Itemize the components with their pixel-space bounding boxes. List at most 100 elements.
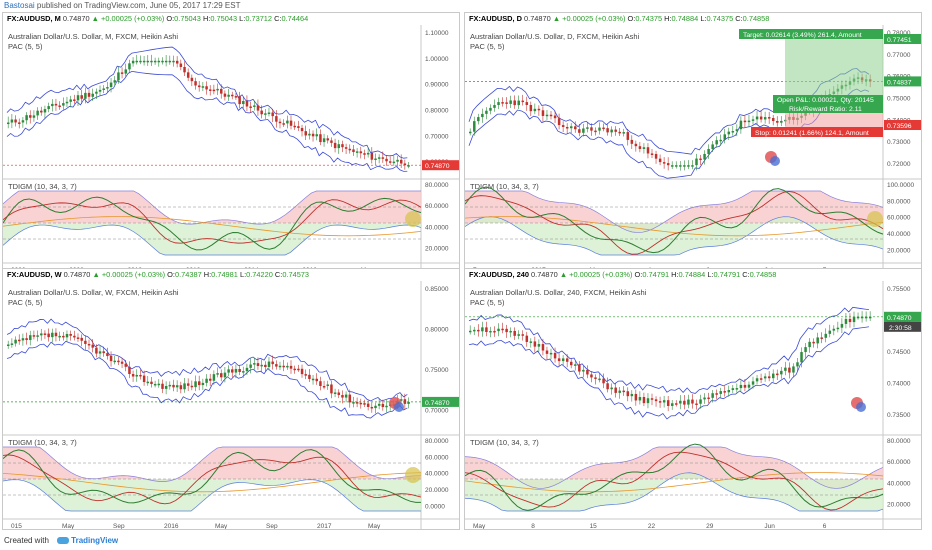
candle-body — [260, 110, 263, 115]
candle-body — [864, 316, 868, 319]
candle-body — [80, 337, 83, 341]
chart-panel-weekly[interactable]: FX:AUDUSD, W 0.74870 ▲ +0.00025 (+0.03%)… — [2, 268, 460, 530]
candle-body — [671, 165, 674, 167]
candle-body — [308, 374, 311, 379]
price-tag: 0.74837 — [887, 79, 912, 86]
candle-body — [381, 403, 385, 408]
pac-label: PAC (5, 5) — [470, 42, 505, 51]
candle-body — [304, 131, 307, 136]
candle-body — [723, 391, 727, 393]
candle-body — [565, 126, 569, 129]
osc-upper-band — [465, 446, 884, 489]
candle-body — [658, 401, 662, 403]
candle-body — [311, 378, 315, 381]
tradingview-brand[interactable]: TradingView — [71, 536, 119, 545]
candle-body — [249, 364, 252, 368]
chart-panel-monthly[interactable]: FX:AUDUSD, M 0.74870 ▲ +0.00025 (+0.03%)… — [2, 12, 460, 274]
candle-body — [289, 365, 293, 369]
symbol-header: FX:AUDUSD, W 0.74870 ▲ +0.00025 (+0.03%)… — [3, 269, 459, 281]
candle-body — [602, 127, 605, 130]
candle-body — [355, 402, 359, 404]
candle-body — [707, 397, 710, 400]
candle-body — [711, 144, 714, 149]
candle-body — [377, 157, 381, 159]
candle-body — [242, 371, 245, 373]
candle-body — [626, 132, 630, 140]
footer: Created with TradingView — [0, 532, 932, 550]
chart-panel-240[interactable]: FX:AUDUSD, 240 0.74870 ▲ +0.00025 (+0.03… — [464, 268, 922, 530]
candle-body — [493, 105, 496, 108]
chart-canvas[interactable]: Australian Dollar/U.S. Dollar, M, FXCM, … — [3, 13, 460, 274]
candle-body — [282, 365, 285, 368]
high-value: 0.74884 — [671, 14, 699, 23]
candle-body — [695, 158, 698, 166]
candle-body — [521, 334, 525, 336]
candle-body — [139, 374, 142, 377]
osc-tick: 0.0000 — [425, 503, 445, 510]
candle-body — [751, 119, 755, 121]
candle-body — [366, 403, 370, 407]
candle-body — [407, 401, 410, 404]
candle-body — [205, 86, 208, 90]
candle-body — [683, 400, 686, 405]
candle-body — [699, 399, 702, 404]
candle-body — [341, 144, 344, 148]
candle-body — [308, 133, 311, 136]
time-tick: May — [473, 523, 486, 530]
osc-red-line — [465, 191, 884, 255]
candle-body — [767, 376, 771, 379]
chart-canvas[interactable]: Australian Dollar/U.S. Dollar, 240, FXCM… — [465, 269, 922, 530]
high-value: 0.74981 — [211, 270, 238, 279]
candle-body — [131, 60, 135, 64]
candle-body — [212, 374, 216, 381]
candle-body — [497, 328, 500, 332]
target-price-bg — [884, 34, 921, 44]
candle-body — [396, 159, 399, 162]
candle-body — [333, 392, 337, 394]
price-tick: 0.70000 — [425, 408, 449, 415]
candle-body — [348, 148, 352, 151]
candle-body — [513, 100, 516, 106]
candle-body — [275, 116, 278, 122]
osc-band-red — [3, 447, 421, 482]
candle-body — [529, 104, 533, 112]
candle-body — [293, 125, 296, 128]
candle-body — [73, 335, 76, 338]
candle-body — [727, 390, 731, 393]
candle-body — [113, 360, 117, 363]
osc-signal-line — [465, 472, 884, 493]
chart-title: Australian Dollar/U.S. Dollar, M, FXCM, … — [8, 32, 178, 41]
candle-body — [186, 383, 190, 386]
candle-body — [153, 60, 157, 63]
candle-body — [231, 369, 234, 373]
chart-panel-daily[interactable]: FX:AUDUSD, D 0.74870 ▲ +0.00025 (+0.03%)… — [464, 12, 922, 274]
candle-body — [157, 60, 161, 63]
tradingview-logo-icon — [57, 537, 70, 544]
candle-body — [21, 338, 25, 341]
osc-signal-line — [3, 216, 422, 237]
candle-body — [341, 395, 344, 398]
candle-body — [164, 60, 168, 63]
osc-tick: 20.0000 — [887, 502, 911, 509]
chart-canvas[interactable]: Australian Dollar/U.S. Dollar, W, FXCM, … — [3, 269, 460, 530]
author-link[interactable]: Bastosai — [4, 1, 35, 10]
candle-body — [509, 100, 512, 104]
price-tick: 0.70000 — [425, 133, 449, 140]
candle-body — [271, 112, 274, 117]
candle-body — [747, 384, 751, 388]
candle-body — [25, 115, 28, 121]
candle-body — [54, 332, 58, 337]
candle-body — [751, 381, 755, 385]
candle-body — [87, 92, 91, 97]
candle-body — [505, 328, 508, 333]
candle-body — [545, 114, 549, 117]
candle-body — [245, 367, 249, 372]
candle-body — [469, 330, 472, 333]
stop-price-bg — [884, 120, 921, 130]
candle-body — [759, 378, 763, 380]
candle-body — [62, 335, 65, 338]
candle-body — [561, 358, 565, 362]
candle-body — [153, 383, 157, 386]
chart-canvas[interactable]: Australian Dollar/U.S. Dollar, D, FXCM, … — [465, 13, 922, 274]
candle-body — [7, 122, 10, 125]
